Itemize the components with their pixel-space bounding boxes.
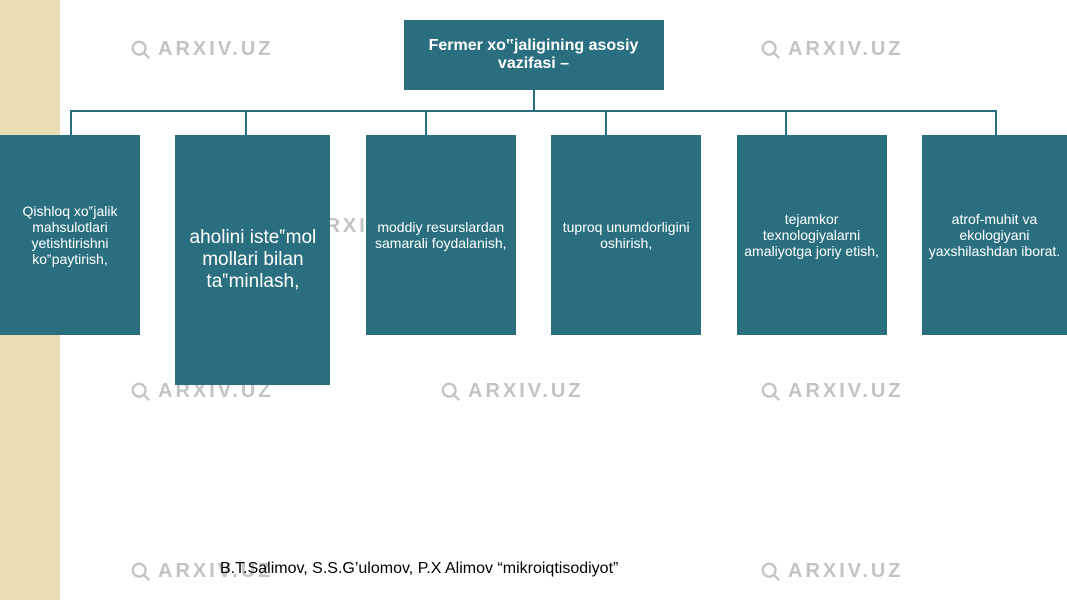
footer-citation: B.T.Salimov, S.S.G’ulomov, P.X Alimov “m… <box>220 560 618 578</box>
children-row: Qishloq xo‟jalik mahsulotlari yetishtiri… <box>0 135 1067 385</box>
connector-child-0 <box>70 110 72 135</box>
magnifier-icon <box>130 39 152 61</box>
magnifier-icon <box>130 561 152 583</box>
watermark-text: ARXIV.UZ <box>158 38 274 61</box>
root-node: Fermer xo‟jaligining asosiy vazifasi – <box>404 20 664 90</box>
child-node-label: aholini iste‟mol mollari bilan ta‟minlas… <box>181 227 324 293</box>
footer-text: B.T.Salimov, S.S.G’ulomov, P.X Alimov “m… <box>220 560 618 577</box>
connector-child-5 <box>995 110 997 135</box>
connector-child-4 <box>785 110 787 135</box>
watermark: ARXIV.UZ <box>760 560 904 583</box>
root-node-label: Fermer xo‟jaligining asosiy vazifasi – <box>412 37 656 73</box>
child-node-label: Qishloq xo‟jalik mahsulotlari yetishtiri… <box>6 203 134 267</box>
child-node-label: tuproq unumdorligini oshirish, <box>557 219 695 251</box>
child-node-5: atrof-muhit va ekologiyani yaxshilashdan… <box>922 135 1067 335</box>
child-node-3: tuproq unumdorligini oshirish, <box>551 135 701 335</box>
magnifier-icon <box>760 561 782 583</box>
connector-child-2 <box>425 110 427 135</box>
child-node-1: aholini iste‟mol mollari bilan ta‟minlas… <box>175 135 330 385</box>
magnifier-icon <box>760 39 782 61</box>
watermark: ARXIV.UZ <box>760 38 904 61</box>
child-node-0: Qishloq xo‟jalik mahsulotlari yetishtiri… <box>0 135 140 335</box>
child-node-label: tejamkor texnologiyalarni amaliyotga jor… <box>743 211 881 259</box>
child-node-4: tejamkor texnologiyalarni amaliyotga jor… <box>737 135 887 335</box>
connector-child-1 <box>245 110 247 135</box>
child-node-label: moddiy resurslardan samarali foydalanish… <box>372 219 510 251</box>
child-node-2: moddiy resurslardan samarali foydalanish… <box>366 135 516 335</box>
connector-child-3 <box>605 110 607 135</box>
connector-horizontal <box>70 110 995 112</box>
connector-root <box>533 90 535 110</box>
watermark-text: ARXIV.UZ <box>788 38 904 61</box>
watermark-text: ARXIV.UZ <box>788 560 904 583</box>
child-node-label: atrof-muhit va ekologiyani yaxshilashdan… <box>928 211 1061 259</box>
watermark: ARXIV.UZ <box>130 38 274 61</box>
